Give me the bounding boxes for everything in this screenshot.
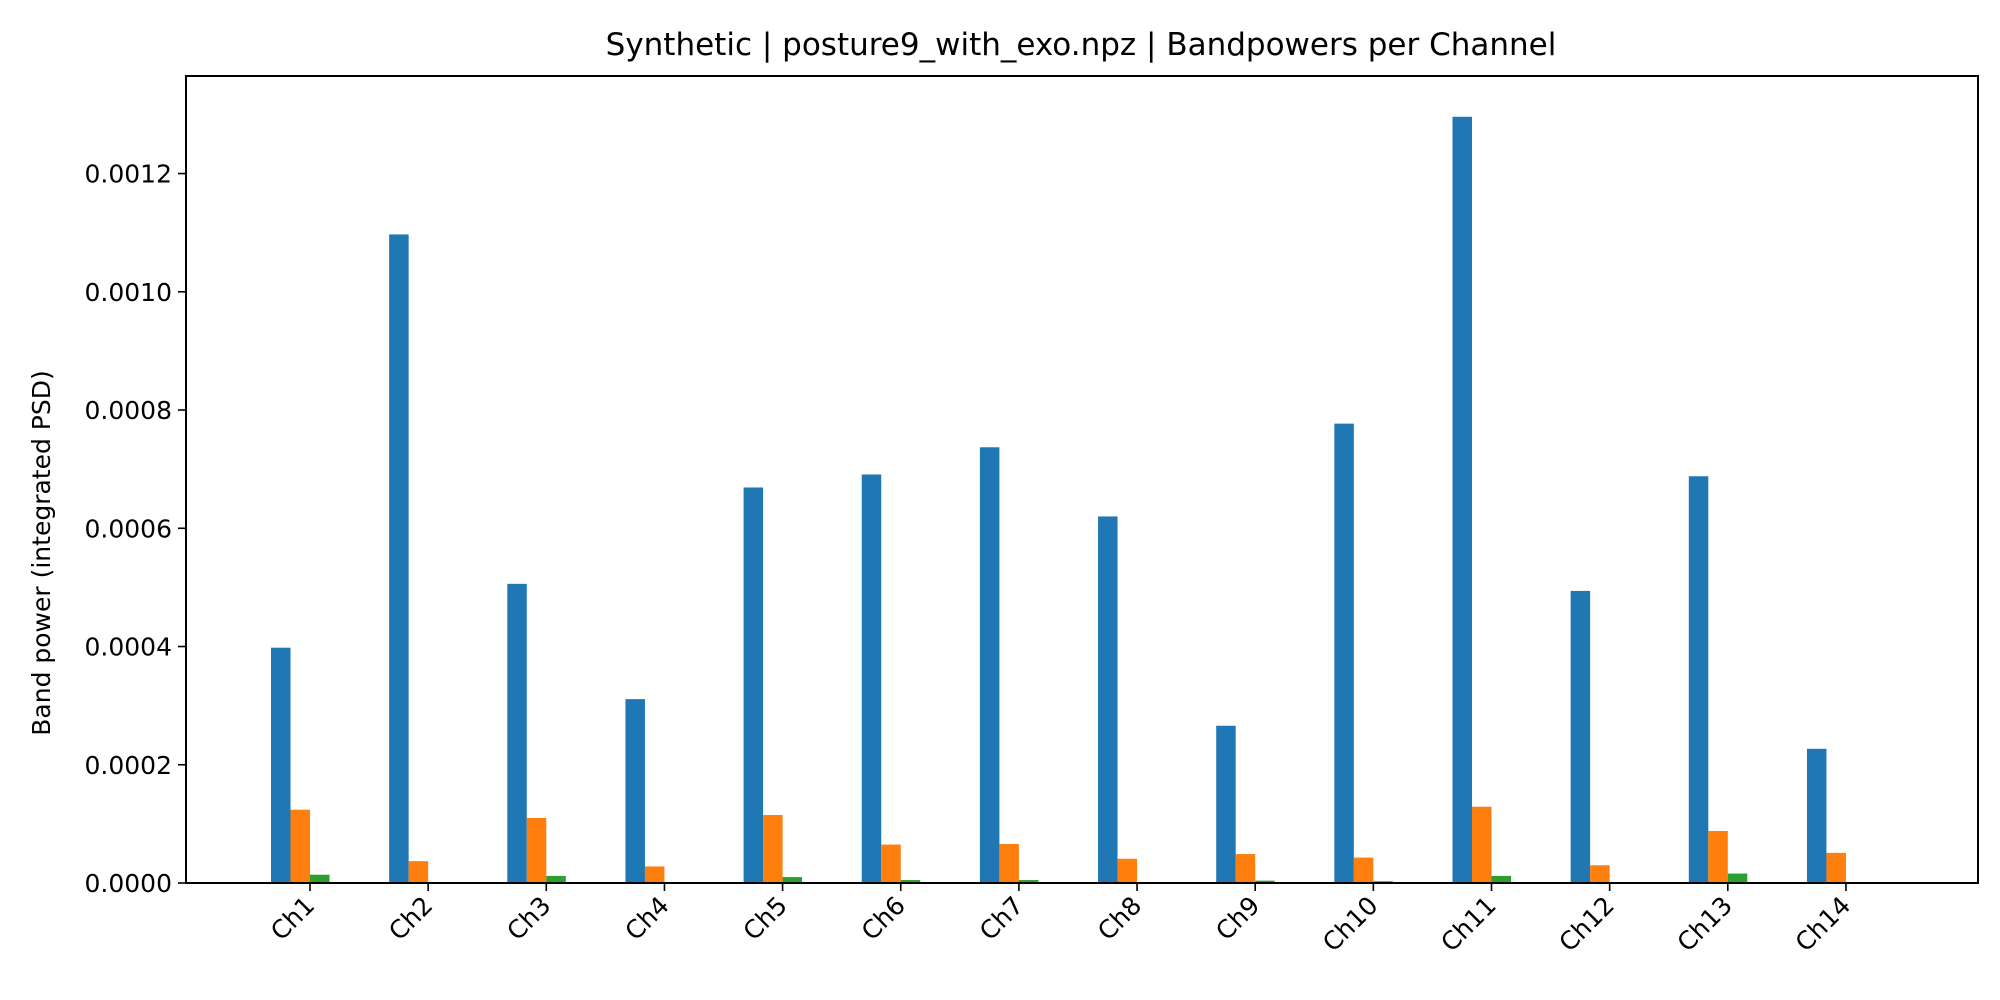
bar-ch11-series-3 bbox=[1491, 875, 1511, 883]
y-tick-label: 0.0002 bbox=[85, 751, 172, 780]
x-tick-label-ch13: Ch13 bbox=[1671, 891, 1738, 958]
bar-ch5-series-1 bbox=[743, 487, 764, 883]
bar-ch7-series-2 bbox=[999, 843, 1019, 883]
x-tick-label-ch9: Ch9 bbox=[1210, 891, 1265, 946]
x-tick-label-ch10: Ch10 bbox=[1317, 891, 1384, 958]
bar-ch2-series-2 bbox=[408, 861, 429, 883]
x-tick-label-ch7: Ch7 bbox=[974, 891, 1029, 946]
bar-ch6-series-1 bbox=[861, 474, 882, 883]
bar-ch13-series-3 bbox=[1727, 873, 1748, 883]
x-tick-label-ch5: Ch5 bbox=[738, 891, 793, 946]
bar-ch14-series-2 bbox=[1826, 852, 1846, 883]
bar-ch1-series-2 bbox=[290, 809, 310, 883]
x-tick-label-ch12: Ch12 bbox=[1553, 891, 1620, 958]
bar-ch9-series-1 bbox=[1216, 725, 1236, 883]
y-tick-label: 0.0004 bbox=[85, 633, 172, 662]
y-tick-label: 0.0008 bbox=[85, 396, 172, 425]
y-tick-label: 0.0000 bbox=[85, 869, 172, 898]
bar-ch3-series-2 bbox=[526, 817, 547, 883]
bar-ch12-series-1 bbox=[1570, 590, 1591, 883]
y-tick-label: 0.0012 bbox=[85, 160, 172, 189]
bar-ch7-series-3 bbox=[1018, 880, 1039, 883]
bar-ch5-series-2 bbox=[763, 815, 783, 883]
chart-title: Synthetic | posture9_with_exo.npz | Band… bbox=[606, 27, 1557, 63]
bar-ch4-series-1 bbox=[625, 699, 645, 883]
y-tick-label: 0.0010 bbox=[85, 278, 172, 307]
bar-ch1-series-3 bbox=[310, 874, 330, 883]
bar-ch10-series-1 bbox=[1334, 423, 1354, 883]
y-tick-label: 0.0006 bbox=[85, 514, 172, 543]
x-tick-label-ch4: Ch4 bbox=[619, 891, 674, 946]
bars-group bbox=[271, 116, 1866, 884]
bar-ch13-series-1 bbox=[1688, 476, 1709, 883]
y-axis-label: Band power (integrated PSD) bbox=[27, 370, 56, 736]
x-axis: Ch1 Ch2 Ch3 Ch4 Ch5 Ch6 Ch7 Ch8 Ch9 Ch10 Ch11 Ch12 C… bbox=[265, 883, 1856, 957]
x-tick-label-ch11: Ch11 bbox=[1435, 891, 1502, 958]
bar-ch5-series-3 bbox=[782, 877, 803, 883]
bar-ch4-series-2 bbox=[644, 866, 665, 883]
bar-ch1-series-1 bbox=[271, 647, 291, 883]
bar-ch8-series-2 bbox=[1117, 858, 1138, 883]
x-tick-label-ch1: Ch1 bbox=[265, 891, 320, 946]
x-tick-label-ch8: Ch8 bbox=[1092, 891, 1147, 946]
plot-frame bbox=[185, 75, 1979, 884]
bar-ch3-series-3 bbox=[546, 875, 566, 883]
bar-ch12-series-2 bbox=[1590, 865, 1610, 883]
bar-ch2-series-1 bbox=[389, 234, 409, 883]
bar-ch8-series-1 bbox=[1098, 516, 1118, 883]
bar-ch14-series-1 bbox=[1806, 748, 1827, 883]
x-tick-label-ch14: Ch14 bbox=[1790, 891, 1857, 958]
bar-ch9-series-3 bbox=[1255, 880, 1275, 883]
bar-ch11-series-2 bbox=[1472, 806, 1492, 883]
bar-ch9-series-2 bbox=[1235, 854, 1256, 883]
x-tick-label-ch3: Ch3 bbox=[501, 891, 556, 946]
x-tick-label-ch6: Ch6 bbox=[856, 891, 911, 946]
bar-ch3-series-1 bbox=[507, 583, 527, 883]
bar-ch11-series-1 bbox=[1452, 116, 1472, 884]
y-axis: 0.0000 0.0002 0.0004 0.0006 0.0008 0.0010 0.00… bbox=[85, 160, 186, 898]
bar-ch10-series-2 bbox=[1353, 857, 1374, 883]
bar-ch6-series-3 bbox=[900, 880, 921, 883]
bar-ch7-series-1 bbox=[979, 447, 1000, 883]
x-tick-label-ch2: Ch2 bbox=[383, 891, 438, 946]
bar-ch6-series-2 bbox=[881, 844, 901, 883]
bar-ch13-series-2 bbox=[1708, 830, 1728, 883]
